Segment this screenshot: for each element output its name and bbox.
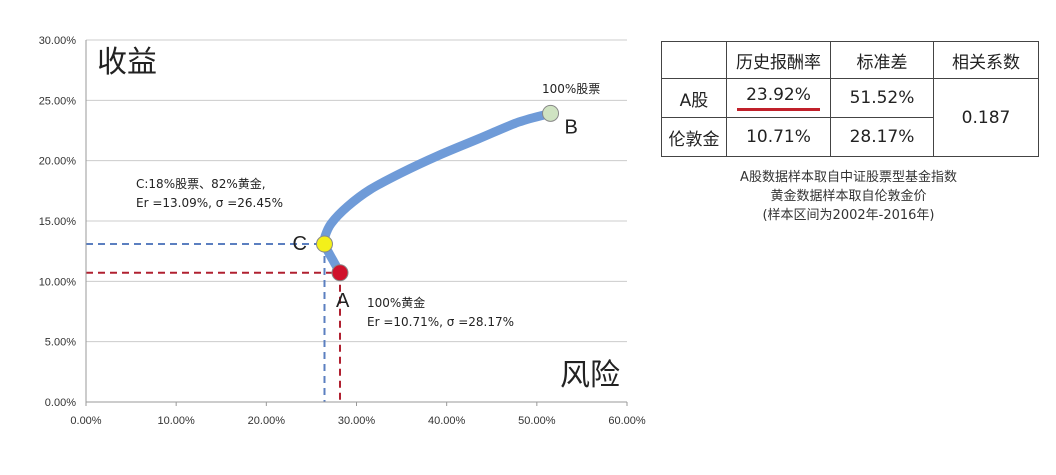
y-axis-label: 收益 <box>97 45 157 80</box>
header-return: 历史报酬率 <box>726 41 831 79</box>
x-tick-label: 30.00% <box>338 415 376 427</box>
x-axis-label: 风险 <box>560 358 620 393</box>
row-std: 51.52% <box>830 78 934 118</box>
row-return: 10.71% <box>726 117 831 157</box>
header-std: 标准差 <box>830 41 934 79</box>
annotation-a-line2: Er =10.71%, σ =28.17% <box>367 315 514 329</box>
x-tick-label: 0.00% <box>70 415 101 427</box>
x-tick-label: 10.00% <box>158 415 196 427</box>
note-line: (样本区间为2002年-2016年) <box>762 208 935 223</box>
table-row: 伦敦金 10.71% 28.17% <box>661 117 1039 157</box>
point-b-label: B <box>565 116 578 138</box>
row-name: A股 <box>661 78 727 118</box>
point-b-marker <box>542 104 560 122</box>
y-tick-label: 15.00% <box>39 216 77 228</box>
grid <box>86 39 627 343</box>
data-source-notes: A股数据样本取自中证股票型基金指数 黄金数据样本取自伦敦金价 (样本区间为200… <box>661 168 1036 225</box>
header-correlation: 相关系数 <box>933 41 1039 79</box>
y-tick-label: 0.00% <box>45 397 76 409</box>
x-tick-label: 50.00% <box>518 415 556 427</box>
y-tick-label: 5.00% <box>45 337 76 349</box>
y-tick-label: 20.00% <box>39 156 77 168</box>
annotation-c-line1: C:18%股票、82%黄金, <box>136 176 266 191</box>
point-a-marker <box>331 264 349 282</box>
correlation-value: 0.187 <box>933 78 1039 157</box>
portfolio-points: A B C <box>292 104 578 312</box>
y-tick-label: 10.00% <box>39 276 77 288</box>
annotation-c-line2: Er =13.09%, σ =26.45% <box>136 196 283 210</box>
stats-header-row: 历史报酬率 标准差 相关系数 <box>661 41 1039 79</box>
row-std: 28.17% <box>830 117 934 157</box>
annotation-b: 100%股票 <box>542 82 600 96</box>
header-corner <box>661 41 727 79</box>
point-a-label: A <box>336 290 350 312</box>
x-tick-labels: 0.00% 10.00% 20.00% 30.00% 40.00% 50.00% 60.00… <box>70 402 646 427</box>
x-tick-label: 60.00% <box>608 415 646 427</box>
note-line: A股数据样本取自中证股票型基金指数 <box>740 170 957 185</box>
row-return: 23.92% <box>726 78 831 118</box>
row-name: 伦敦金 <box>661 117 727 157</box>
y-tick-label: 25.00% <box>39 95 77 107</box>
note-line: 黄金数据样本取自伦敦金价 <box>770 189 927 204</box>
frontier-curve <box>319 108 556 278</box>
point-c-label: C <box>292 233 306 255</box>
stats-table: 历史报酬率 标准差 相关系数 A股 23.92% 51.52% 0.187 伦敦… <box>661 41 1039 157</box>
table-row: A股 23.92% 51.52% 0.187 <box>661 78 1039 157</box>
annotation-a-line1: 100%黄金 <box>367 295 425 310</box>
point-c-marker <box>315 235 333 253</box>
y-tick-label: 30.00% <box>39 35 77 47</box>
y-tick-labels: 0.00% 5.00% 10.00% 15.00% 20.00% 25.00% 30.00% <box>39 35 77 409</box>
highlighted-return: 23.92% <box>737 85 820 111</box>
x-tick-label: 40.00% <box>428 415 466 427</box>
x-tick-label: 20.00% <box>248 415 286 427</box>
efficient-frontier-chart: 0.00% 10.00% 20.00% 30.00% 40.00% 50.00% 60.00… <box>39 35 646 427</box>
guide-lines <box>86 243 341 402</box>
